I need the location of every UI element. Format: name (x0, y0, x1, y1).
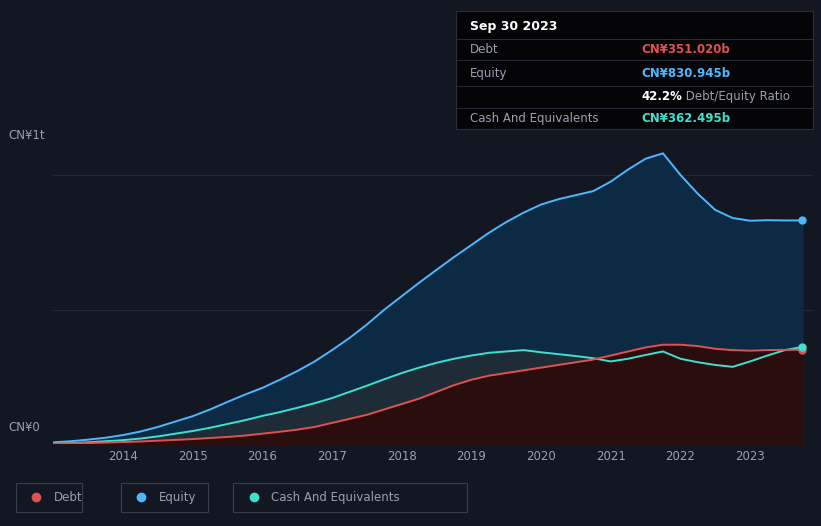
Text: Cash And Equivalents: Cash And Equivalents (470, 112, 599, 125)
Text: Debt/Equity Ratio: Debt/Equity Ratio (682, 90, 791, 104)
Point (796, 342, 809, 351)
Text: CN¥0: CN¥0 (8, 421, 40, 434)
Text: Cash And Equivalents: Cash And Equivalents (271, 491, 400, 503)
Point (796, 216, 809, 225)
Text: Sep 30 2023: Sep 30 2023 (470, 20, 557, 33)
Text: Equity: Equity (158, 491, 196, 503)
Text: 42.2%: 42.2% (641, 90, 682, 104)
Point (796, 346, 809, 354)
Text: CN¥830.945b: CN¥830.945b (641, 67, 731, 80)
Text: Debt: Debt (470, 43, 498, 56)
Text: CN¥362.495b: CN¥362.495b (641, 112, 731, 125)
Text: CN¥351.020b: CN¥351.020b (641, 43, 730, 56)
Text: Equity: Equity (470, 67, 507, 80)
Text: CN¥1t: CN¥1t (8, 129, 45, 142)
Text: Debt: Debt (54, 491, 83, 503)
